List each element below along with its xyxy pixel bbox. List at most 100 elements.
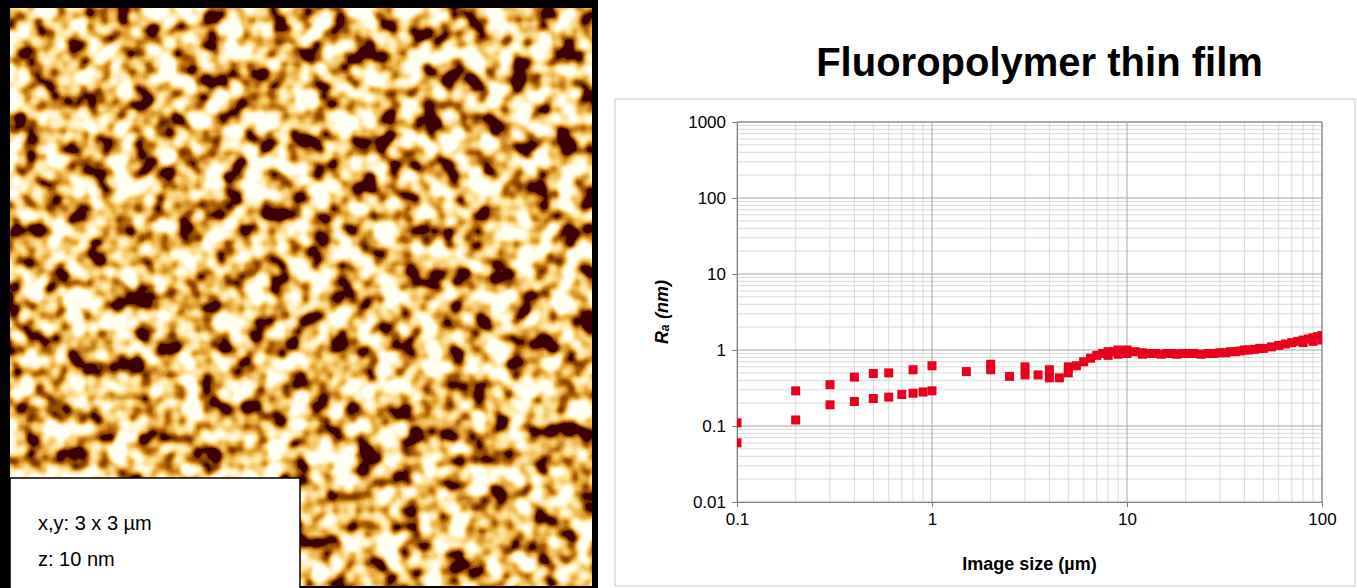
point: [826, 400, 835, 409]
point: [1259, 344, 1268, 353]
minor-grid-line: [737, 380, 1322, 381]
minor-grid-line: [1025, 122, 1026, 502]
canvas: x,y: 3 x 3 µmz: 10 nmFluoropolymer thin …: [0, 0, 1357, 588]
grid-line: [737, 198, 1322, 199]
point: [1045, 365, 1054, 374]
tick-mark: [732, 274, 737, 275]
point: [884, 368, 893, 377]
minor-grid-line: [873, 122, 874, 502]
minor-grid-line: [737, 209, 1322, 210]
point: [909, 365, 918, 374]
minor-grid-line: [888, 122, 889, 502]
tick-label: 0.01: [693, 493, 726, 512]
image-panel: x,y: 3 x 3 µmz: 10 nm: [0, 0, 598, 588]
point: [826, 380, 835, 389]
minor-grid-line: [737, 237, 1322, 238]
minor-grid-line: [1096, 122, 1097, 502]
point: [791, 415, 800, 424]
minor-grid-line: [737, 201, 1322, 202]
tick-label: 100: [698, 189, 726, 208]
point: [962, 367, 971, 376]
minor-grid-line: [737, 290, 1322, 291]
point: [986, 365, 995, 374]
minor-grid-line: [830, 122, 831, 502]
minor-grid-line: [1263, 122, 1264, 502]
point: [1005, 372, 1014, 381]
grid: [737, 122, 1322, 502]
point: [897, 390, 906, 399]
minor-grid-line: [737, 465, 1322, 466]
grid-line: [1127, 122, 1128, 502]
minor-grid-line: [1291, 122, 1292, 502]
x-axis-title: Image size (µm): [962, 554, 1096, 574]
minor-grid-line: [1244, 122, 1245, 502]
tick: 100: [1308, 502, 1336, 529]
minor-grid-line: [737, 448, 1322, 449]
minor-grid-line: [737, 133, 1322, 134]
point: [791, 386, 800, 395]
minor-grid-line: [1118, 122, 1119, 502]
minor-grid-line: [737, 479, 1322, 480]
axis-line: [738, 503, 1323, 508]
tick-label: 1: [717, 341, 726, 360]
point: [1021, 362, 1030, 371]
tick-label: 0.1: [702, 417, 726, 436]
minor-grid-line: [737, 437, 1322, 438]
tick-mark: [1127, 502, 1128, 507]
minor-grid-line: [854, 122, 855, 502]
minor-grid-line: [737, 433, 1322, 434]
tick-mark: [732, 198, 737, 199]
minor-grid-line: [913, 122, 914, 502]
label-box: [10, 478, 300, 588]
tick: 1: [717, 341, 737, 360]
y-axis-title: Rₐ (nm): [652, 280, 672, 344]
minor-grid-line: [737, 442, 1322, 443]
minor-grid-line: [1303, 122, 1304, 502]
point: [850, 397, 859, 406]
plot-frame: [1322, 122, 1323, 502]
minor-grid-line: [1278, 122, 1279, 502]
point: [850, 373, 859, 382]
minor-grid-line: [737, 304, 1322, 305]
image-label: x,y: 3 x 3 µm: [38, 512, 152, 534]
minor-grid-line: [737, 125, 1322, 126]
minor-grid-line: [737, 389, 1322, 390]
minor-grid-line: [737, 403, 1322, 404]
tick-label: 10: [1118, 510, 1137, 529]
point: [1123, 349, 1132, 358]
minor-grid-line: [737, 277, 1322, 278]
grid-line: [737, 426, 1322, 427]
tick-mark: [932, 502, 933, 507]
point: [869, 369, 878, 378]
point: [928, 386, 937, 395]
minor-grid-line: [737, 357, 1322, 358]
tick: 0.1: [702, 417, 737, 436]
point: [1055, 373, 1064, 382]
tick-label: 1000: [688, 113, 726, 132]
tick: 10: [1118, 502, 1137, 529]
minor-grid-line: [737, 251, 1322, 252]
minor-grid-line: [737, 327, 1322, 328]
point: [1021, 370, 1030, 379]
tick: 100: [698, 189, 737, 208]
grid-line: [737, 274, 1322, 275]
point: [1181, 349, 1190, 358]
minor-grid-line: [737, 456, 1322, 457]
minor-grid-line: [737, 129, 1322, 130]
minor-grid-line: [737, 296, 1322, 297]
grid-line: [1322, 122, 1323, 502]
tick-label: 100: [1308, 510, 1336, 529]
x-axis: 0.1110100: [726, 502, 1337, 529]
grid-line: [737, 122, 1322, 123]
minor-grid-line: [737, 313, 1322, 314]
minor-grid-line: [737, 175, 1322, 176]
minor-grid-line: [737, 214, 1322, 215]
minor-grid-line: [737, 220, 1322, 221]
plot-frame: [737, 122, 1322, 123]
tick: 10: [707, 265, 737, 284]
minor-grid-line: [1108, 122, 1109, 502]
minor-grid-line: [990, 122, 991, 502]
minor-grid-line: [795, 122, 796, 502]
minor-grid-line: [1083, 122, 1084, 502]
tick-label: 10: [707, 265, 726, 284]
